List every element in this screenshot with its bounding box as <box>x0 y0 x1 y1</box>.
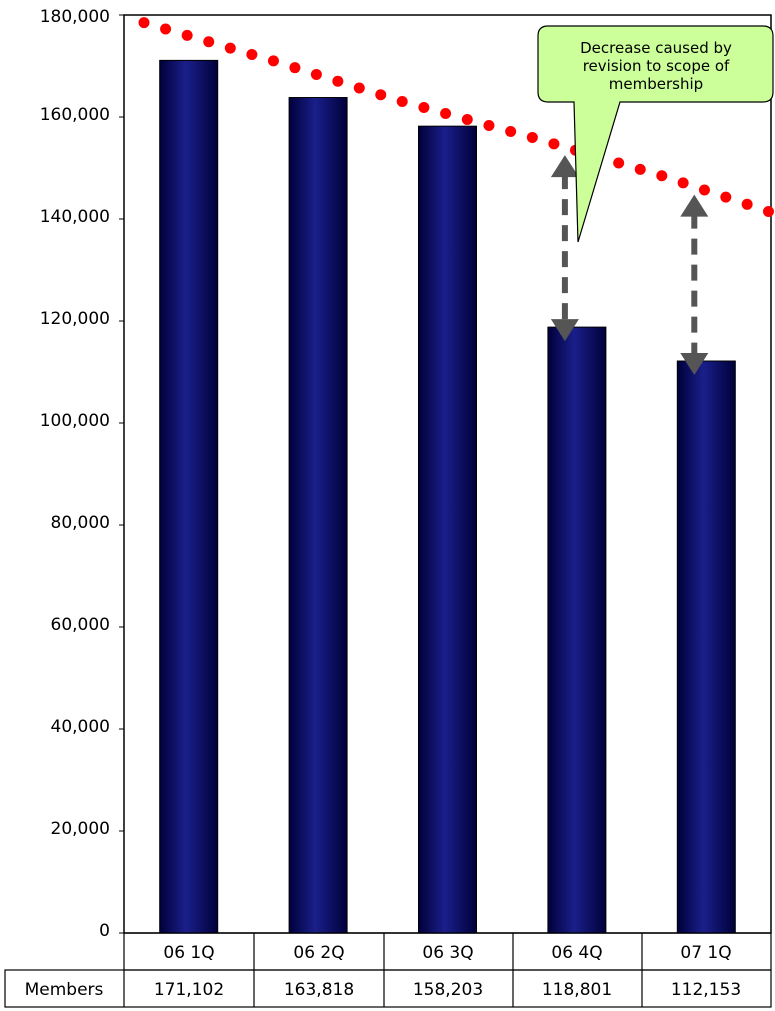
trend-dot <box>418 102 430 114</box>
trend-dot <box>741 198 753 210</box>
trend-dot <box>677 177 689 189</box>
trend-dot <box>246 49 258 61</box>
bar-06-2q <box>288 97 348 934</box>
annotation-callout: Decrease caused by revision to scope of … <box>537 25 774 243</box>
category-label: 06 4Q <box>551 943 602 963</box>
trend-dot <box>762 205 774 217</box>
trend-dot <box>634 163 646 175</box>
trend-dot <box>526 131 538 143</box>
trend-dot <box>375 89 387 101</box>
y-tick-label: 20,000 <box>51 819 110 839</box>
members-row <box>4 969 772 1008</box>
callout-bubble <box>537 25 774 243</box>
trend-dot <box>289 62 301 74</box>
trend-dot <box>203 36 215 48</box>
y-tick-label: 0 <box>99 921 110 941</box>
members-value: 163,818 <box>284 980 354 1000</box>
callout-line: Decrease caused by <box>580 39 732 57</box>
bar-06-3q <box>418 125 477 934</box>
arrow-head-down <box>550 319 579 342</box>
trend-dot <box>353 82 365 94</box>
trend-dot <box>332 75 344 87</box>
decrease-arrows <box>550 155 709 376</box>
trend-dot <box>138 17 150 29</box>
bar-series <box>159 59 736 934</box>
bar-06-1q <box>159 59 219 934</box>
category-label: 06 3Q <box>422 943 473 963</box>
arrow-head-up <box>680 194 709 217</box>
trend-dot <box>656 170 668 182</box>
trend-dot <box>267 55 279 67</box>
trend-dot <box>483 119 495 131</box>
category-label: 07 1Q <box>680 943 731 963</box>
trend-dot <box>181 29 193 41</box>
members-value: 171,102 <box>154 980 224 1000</box>
trend-dot <box>224 42 236 54</box>
trend-dot <box>440 108 452 120</box>
y-tick-label: 160,000 <box>40 105 110 125</box>
trend-dot <box>310 68 322 80</box>
y-tick-label: 100,000 <box>40 411 110 431</box>
members-value: 158,203 <box>413 980 483 1000</box>
trend-dot <box>160 23 172 35</box>
y-tick-label: 120,000 <box>40 309 110 329</box>
y-axis: 0 20,000 40,000 60,000 80,000 100,000 12… <box>40 7 124 941</box>
y-tick-label: 40,000 <box>51 717 110 737</box>
members-value: 112,153 <box>671 980 741 1000</box>
y-tick-label: 180,000 <box>40 7 110 27</box>
row-label: Members <box>25 980 104 1000</box>
y-tick-label: 60,000 <box>51 615 110 635</box>
trend-dot <box>720 191 732 203</box>
callout-line: membership <box>609 75 703 93</box>
trend-dot <box>396 96 408 108</box>
category-label: 06 2Q <box>293 943 344 963</box>
arrow-head-down <box>680 353 709 376</box>
bar-06-4q <box>547 326 607 934</box>
bar-07-1q <box>676 360 736 934</box>
arrow-head-up <box>550 155 579 178</box>
category-label: 06 1Q <box>163 943 214 963</box>
y-tick-label: 140,000 <box>40 207 110 227</box>
callout-line: revision to scope of <box>583 57 730 75</box>
y-tick-label: 80,000 <box>51 513 110 533</box>
trend-dot <box>461 113 473 125</box>
trend-dot <box>505 125 517 137</box>
trend-dot <box>613 157 625 169</box>
trend-dot <box>548 138 560 150</box>
members-value: 118,801 <box>542 980 612 1000</box>
trend-dot <box>698 184 710 196</box>
data-table: 06 1Q 06 2Q 06 3Q 06 4Q 07 1Q Members 17… <box>4 932 772 1008</box>
